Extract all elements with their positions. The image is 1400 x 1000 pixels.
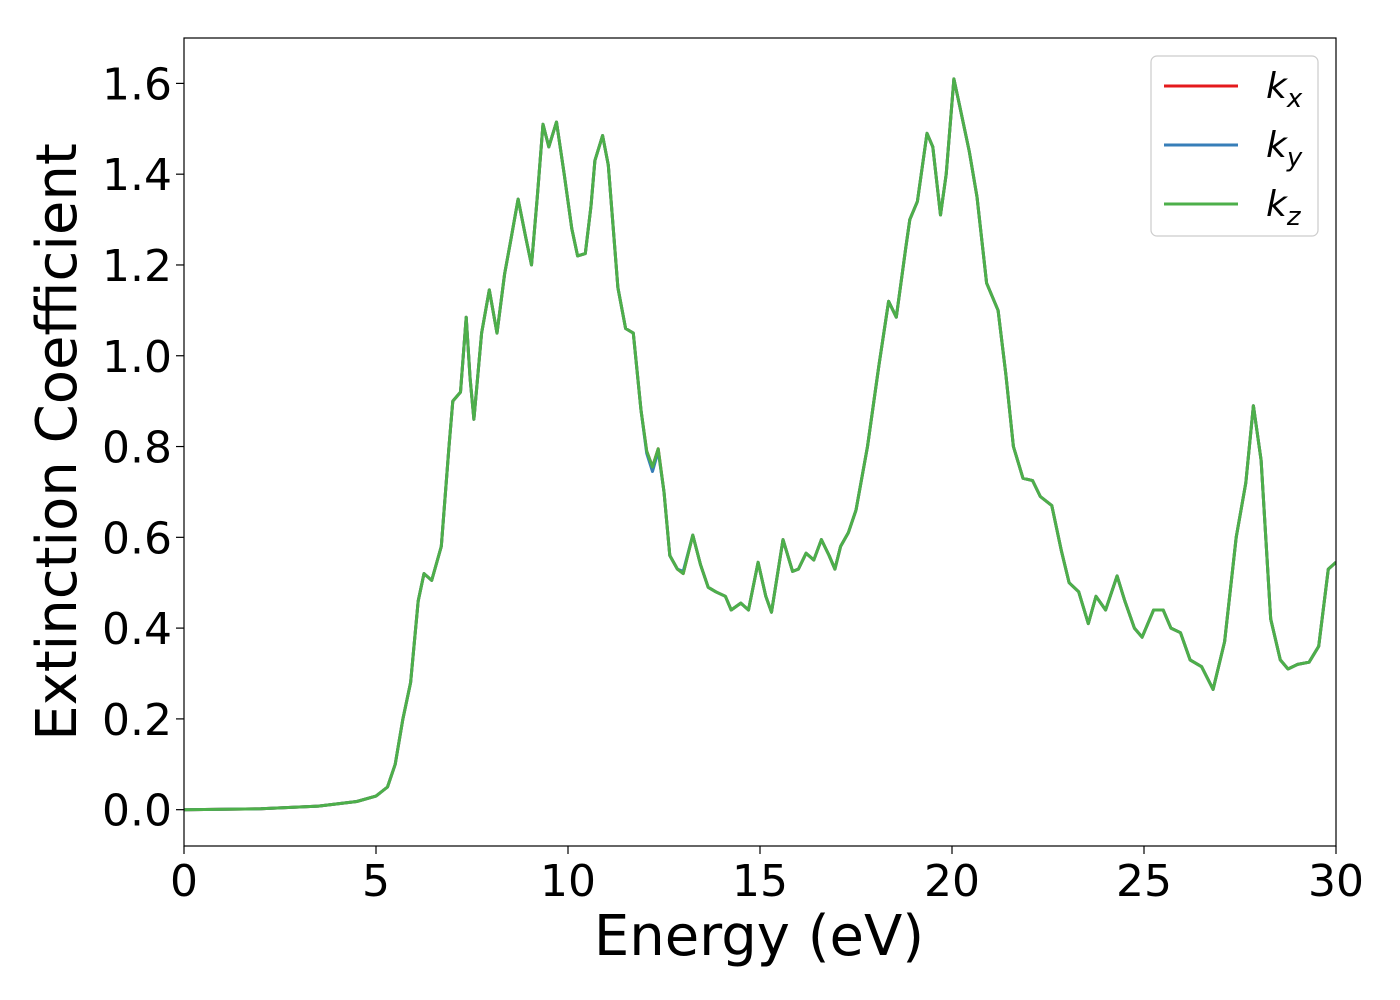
legend-label-y: ky [1266,125,1303,173]
x-tick-label: 5 [362,856,390,907]
y-tick-label: 0.8 [102,423,172,474]
legend: kx ky kz [1150,55,1319,237]
y-tick-label: 0.6 [102,513,172,564]
y-tick-label: 0.2 [102,695,172,746]
x-tick-label: 10 [540,856,596,907]
x-axis-ticks: 0 5 10 15 20 25 30 [170,846,1364,907]
legend-label-z: kz [1266,184,1302,232]
y-tick-label: 1.4 [102,150,172,201]
x-tick-label: 30 [1308,856,1364,907]
x-tick-label: 25 [1116,856,1172,907]
y-tick-label: 0.0 [102,786,172,837]
y-tick-label: 1.2 [102,241,172,292]
x-axis-label: Energy (eV) [594,904,924,969]
x-tick-label: 0 [170,856,198,907]
y-tick-label: 1.0 [102,332,172,383]
y-tick-label: 1.6 [102,59,172,110]
series-line-z [184,77,1336,812]
y-axis-ticks: 0.0 0.2 0.4 0.6 0.8 1.0 1.2 1.4 1.6 [102,59,184,837]
x-tick-label: 20 [924,856,980,907]
y-tick-label: 0.4 [102,604,172,655]
legend-label-x: kx [1266,66,1303,114]
x-tick-label: 15 [732,856,788,907]
y-axis-label: Extinction Coefficient [25,143,90,741]
